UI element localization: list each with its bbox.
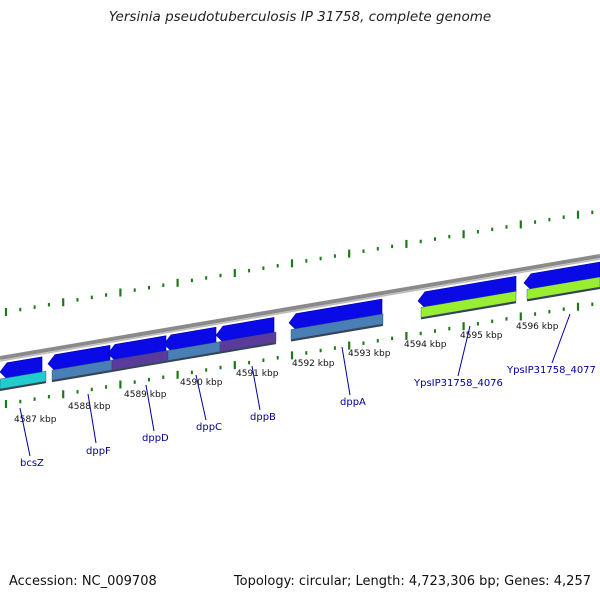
kbp-label: 4595 kbp: [460, 331, 503, 341]
map-title: Yersinia pseudotuberculosis IP 31758, co…: [108, 9, 492, 25]
cds-bar: [526, 276, 600, 300]
cds-shadow: [290, 323, 384, 342]
gene-leader-line: [19, 407, 31, 457]
kbp-labels: 4587 kbp 4588 kbp 4589 kbp 4590 kbp 4591 kbp…: [14, 322, 559, 425]
accession-text: Accession: NC_009708: [9, 574, 157, 589]
gene-label: dppD: [142, 433, 169, 444]
cds-shadow: [111, 360, 169, 372]
genome-backbone-shadow: [0, 258, 600, 362]
gene-label: bcsZ: [20, 458, 44, 469]
kbp-label: 4590 kbp: [180, 378, 223, 388]
kbp-label: 4596 kbp: [516, 322, 559, 332]
genome-backbone: [0, 254, 600, 360]
cds-shadow: [526, 287, 600, 302]
kbp-label: 4589 kbp: [124, 390, 167, 400]
cds-bar: [0, 370, 47, 390]
gene-label: YpsIP31758_4076: [413, 378, 503, 389]
gene-labels: bcsZ dppF dppD dppC dppB dppA YpsIP31758_4076Y…: [19, 313, 596, 469]
kbp-label: 4594 kbp: [404, 340, 447, 350]
kbp-label: 4587 kbp: [14, 415, 57, 425]
kbp-label: 4588 kbp: [68, 402, 111, 412]
cds-shadow: [219, 342, 277, 354]
upper-tick-track: [4, 210, 594, 316]
lower-tick-track: [4, 302, 594, 408]
gene-label: dppF: [86, 446, 111, 457]
gene-leader-line: [87, 393, 97, 444]
summary-text: Topology: circular; Length: 4,723,306 bp…: [233, 574, 591, 589]
gene-label: dppC: [196, 422, 222, 433]
cds-shadow: [167, 351, 221, 363]
cds-bar: [219, 331, 277, 352]
gene-label: dppA: [340, 397, 366, 408]
cds-bars: [0, 276, 600, 391]
gene-leader-line: [145, 384, 155, 432]
cds-shadow: [51, 369, 113, 383]
kbp-label: 4591 kbp: [236, 369, 279, 379]
gene-leader-line: [341, 346, 351, 396]
cds-shadow: [420, 301, 517, 320]
gene-arrow: [0, 356, 43, 380]
gene-leader-line: [551, 313, 571, 364]
gene-arrow: [417, 275, 517, 309]
kbp-label: 4593 kbp: [348, 349, 391, 359]
gene-arrow: [215, 317, 275, 343]
cds-shadow: [0, 381, 47, 391]
gene-label: YpsIP31758_4077: [506, 365, 596, 376]
gene-leader-line: [457, 325, 471, 377]
gene-arrow: [523, 261, 600, 291]
gene-leader-line: [195, 374, 207, 421]
gene-arrow: [288, 298, 383, 331]
gene-leader-line: [251, 365, 261, 411]
cds-bar: [420, 291, 517, 318]
kbp-label: 4592 kbp: [292, 359, 335, 369]
cds-bar: [290, 313, 384, 340]
gene-label: dppB: [250, 412, 276, 423]
